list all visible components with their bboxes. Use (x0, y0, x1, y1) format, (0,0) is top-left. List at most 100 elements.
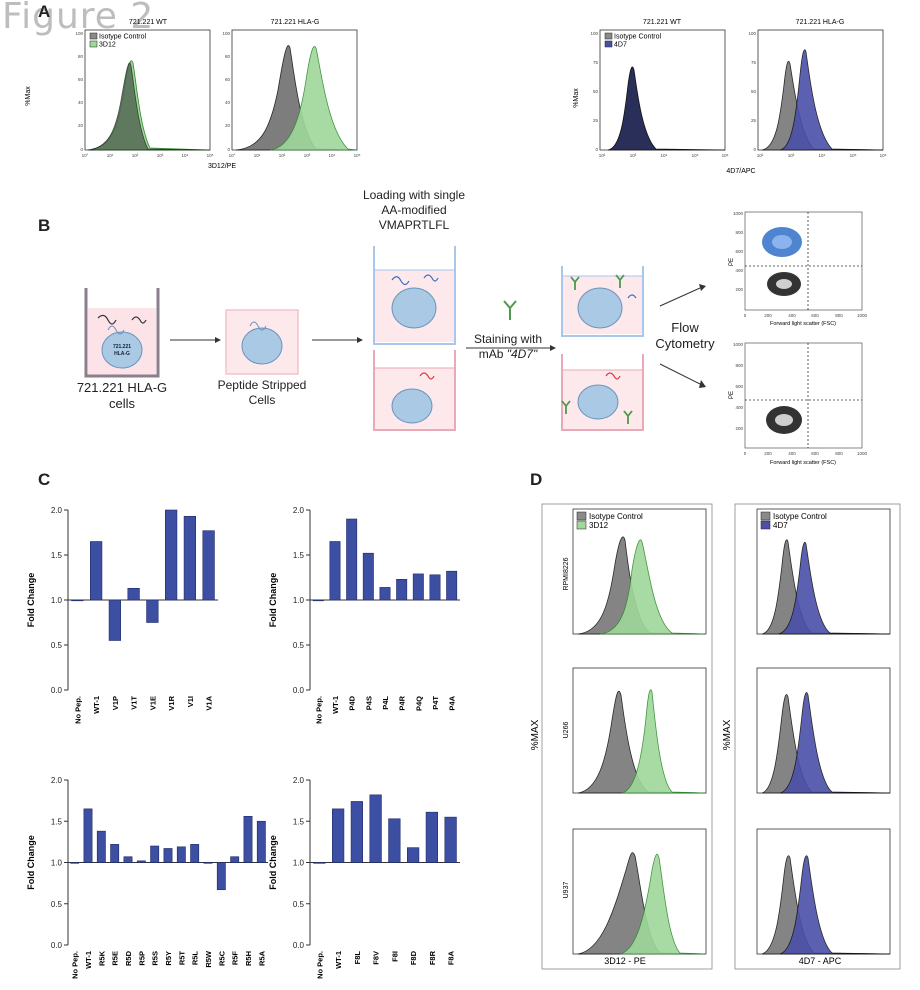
svg-text:40: 40 (78, 100, 84, 105)
hist-d-u266-isotype-4d7-curve (761, 694, 891, 794)
hist-d-u937-isotype-4d7-curve (761, 855, 891, 955)
x-tick-label: P4R (398, 695, 407, 710)
legend-swatch-3d12-a (89, 40, 98, 48)
panel-d-left-border (541, 503, 713, 970)
svg-text:0: 0 (744, 313, 747, 318)
svg-text:100: 100 (748, 31, 756, 36)
empty-hla-icon (249, 321, 267, 331)
bar-r5h (243, 815, 253, 863)
svg-text:10²: 10² (757, 153, 764, 158)
y-tick-label: 0.0 (51, 941, 63, 950)
legend-text-3d12-a: 3D12 (99, 42, 116, 49)
y-axis-label: Fold Change (268, 835, 278, 890)
y-tick-label: 0.5 (51, 900, 63, 909)
x-tick-label: R5P (137, 951, 146, 966)
bar-v1e (146, 599, 159, 623)
svg-text:100: 100 (75, 31, 83, 36)
svg-text:3D12: 3D12 (589, 521, 609, 530)
staining-text-line2: mAb "4D7" (478, 347, 538, 361)
svg-text:1000: 1000 (733, 342, 744, 347)
well-stripped-cells (225, 309, 299, 375)
scatter-plot-bottom: PE 1000 800 600 400 200 0 200 400 600 80… (729, 342, 868, 466)
bar-f8i (388, 818, 401, 863)
x-tick-label: F8D (409, 950, 418, 965)
y-axis-label: Fold Change (268, 573, 278, 628)
antibody-free-icon (561, 400, 571, 414)
well-stained-red (561, 354, 644, 431)
y-tick-label: 0.5 (293, 641, 305, 650)
y-tick-label: 1.0 (293, 596, 305, 605)
y-tick-label: 2.0 (51, 776, 63, 785)
x-tick-label: No Pep. (71, 951, 80, 979)
svg-text:60: 60 (225, 77, 231, 82)
x-tick-label: No Pep. (314, 696, 323, 724)
panel-a-left-xlabel: 3D12/PE (208, 163, 236, 170)
svg-text:10⁴: 10⁴ (182, 153, 189, 158)
panel-a-left-ylabel: %Max (25, 86, 32, 106)
x-tick-label: WT-1 (92, 696, 101, 714)
bar-no-pep- (312, 599, 324, 602)
well-loaded-red (373, 350, 456, 431)
svg-text:100: 100 (590, 31, 598, 36)
legend-swatch-isotype-a (89, 32, 98, 40)
hist-d-u937-3d12-curve (619, 853, 707, 955)
panel-a-right-group: %Max 721.221 WT Isotype Control 4D7 100 … (573, 19, 887, 175)
legend-swatch-isotype-a2 (604, 32, 613, 40)
bar-r5t (176, 846, 186, 863)
svg-text:10³: 10³ (788, 153, 795, 158)
bar-r5e (110, 844, 120, 863)
bar-r5d (123, 856, 133, 863)
hla-molecule-icon (107, 325, 125, 335)
x-tick-label: R5T (177, 951, 186, 966)
x-tick-label: WT-1 (84, 951, 93, 969)
svg-text:Forward light scatter (FSC): Forward light scatter (FSC) (770, 321, 836, 327)
loading-text: Loading with single AA-modified VMAPRTLF… (362, 188, 466, 232)
hist-a-wt-xticks: 10° 10¹ 10² 10³ 10⁴ 10⁵ (82, 153, 214, 158)
hist-a-hlag-3d12-curve (269, 46, 358, 151)
svg-text:600: 600 (735, 384, 743, 389)
hist-a-hlag-3d12-title: 721.221 HLA-G (271, 19, 320, 26)
y-tick-label: 0.0 (293, 686, 305, 695)
arrow-to-scatter-bottom-head (699, 380, 706, 388)
panel-letter-c: C (38, 470, 51, 489)
svg-text:400: 400 (788, 313, 796, 318)
panel-a-right-ylabel: %Max (573, 88, 580, 108)
svg-text:0: 0 (744, 451, 747, 456)
x-tick-label: P4Q (414, 696, 423, 711)
bar-chart-2: 0.0 0.5 1.0 1.5 2.0 Fold Change No Pep. WT-1 P4D… (268, 506, 460, 724)
x-tick-label: F8I (390, 951, 399, 962)
svg-text:U937: U937 (563, 882, 570, 899)
hist-a-wt-4d7-yticks: 100 75 50 25 0 (590, 31, 598, 152)
svg-text:400: 400 (788, 451, 796, 456)
y-tick-label: 1.5 (293, 817, 305, 826)
well-hla-g-cells: 721.221 HLA-G (84, 288, 160, 378)
cell-loaded-red (391, 388, 433, 424)
legend-swatch-4d7-a (604, 40, 613, 48)
svg-text:10°: 10° (229, 153, 236, 158)
x-tick-label: V1E (148, 696, 157, 710)
legend-text-isotype-a2: Isotype Control (614, 34, 662, 41)
panel-d-left-ylabel: %MAX (530, 719, 541, 750)
svg-text:200: 200 (764, 451, 772, 456)
y-tick-label: 0.0 (51, 686, 63, 695)
svg-text:0: 0 (595, 147, 598, 152)
svg-text:0: 0 (80, 147, 83, 152)
x-tick-label: P4L (381, 696, 390, 710)
svg-text:20: 20 (225, 123, 231, 128)
hist-d-rpmi-4d7-curve (777, 542, 891, 635)
cell-label-1: 721.221 (113, 344, 131, 350)
bar-wt-1 (90, 541, 103, 601)
hist-a-hlag-4d7-yticks: 100 75 50 25 0 (748, 31, 756, 152)
svg-text:100: 100 (222, 31, 230, 36)
x-tick-label: R5D (124, 950, 133, 966)
peptide-red-icon (419, 372, 435, 380)
arrow-to-scatter-top (659, 287, 701, 307)
x-tick-label: R5K (97, 950, 106, 966)
cell-label-2: HLA-G (114, 351, 130, 357)
svg-text:PE: PE (729, 391, 735, 399)
x-tick-label: P4S (364, 696, 373, 710)
bar-no-pep- (313, 862, 326, 864)
svg-text:75: 75 (593, 60, 599, 65)
y-axis-label: Fold Change (26, 573, 36, 628)
y-tick-label: 2.0 (51, 506, 63, 515)
